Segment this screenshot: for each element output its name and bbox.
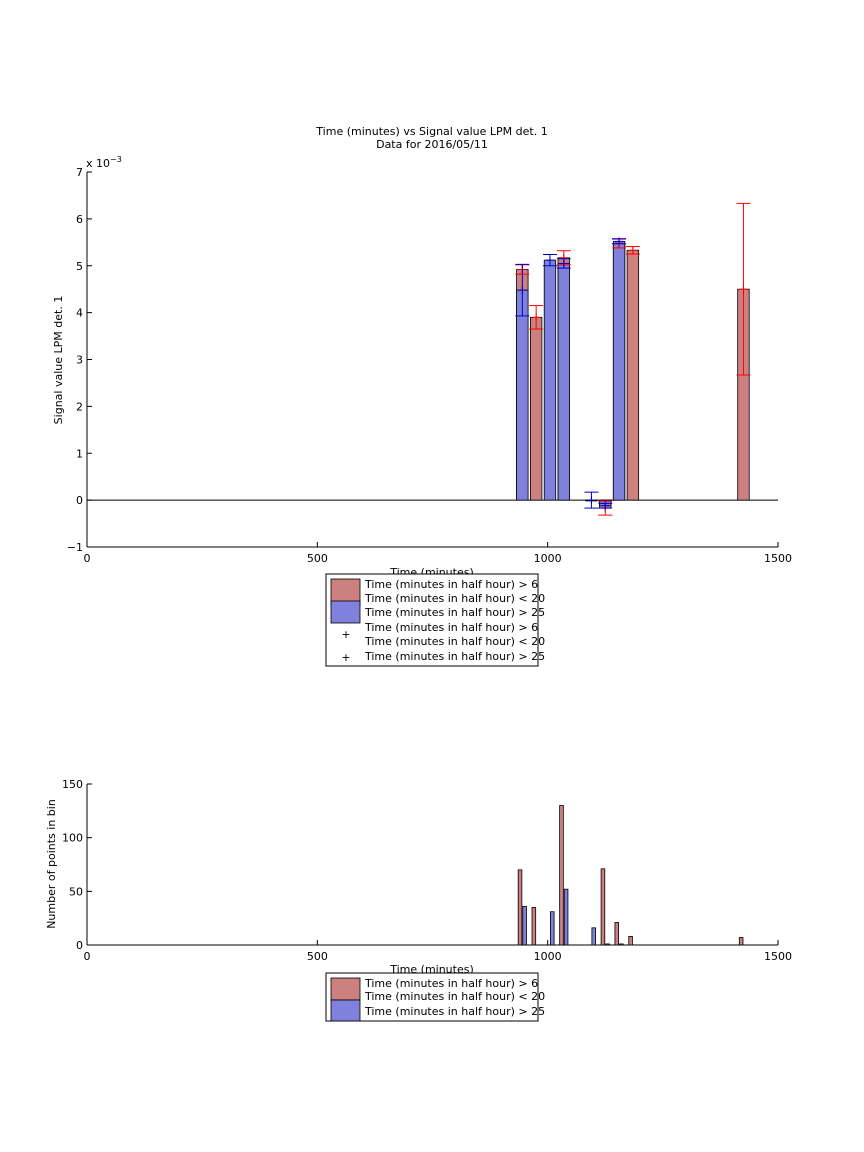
top-legend-red-label-line1: Time (minutes in half hour) > 6 [364, 578, 538, 591]
chart1-bar-red [517, 869, 523, 946]
chart0-y-tick-label: 5 [76, 260, 83, 273]
chart1-bar-red [738, 937, 744, 946]
top-y-axis-label: Signal value LPM det. 1 [52, 296, 65, 425]
chart0-bar-red [529, 316, 543, 501]
chart1-bar-red [614, 922, 620, 946]
chart0-y-tick-label: −1 [67, 541, 83, 554]
chart1-y-tick-label: 0 [76, 939, 83, 952]
chart1-bar-blue [550, 911, 555, 946]
chart0-bar-red [626, 249, 640, 501]
top-legend-red-label-line2: Time (minutes in half hour) < 20 [364, 592, 545, 605]
chart0-bar-blue [612, 240, 626, 501]
chart1-bar-red [559, 805, 564, 946]
chart1-y-tick-label: 150 [62, 778, 83, 791]
top-legend-red-marker: + [341, 628, 350, 641]
chart1-bar-red [628, 936, 633, 946]
chart-subtitle: Data for 2016/05/11 [376, 138, 488, 151]
chart0-y-tick-label: 3 [76, 354, 83, 367]
chart0-y-tick-label: 2 [76, 400, 83, 413]
chart0-y-tick-label: 0 [76, 494, 83, 507]
bottom-legend-red-label-line2: Time (minutes in half hour) < 20 [364, 990, 545, 1003]
chart0-y-tick-label: 4 [76, 307, 83, 320]
chart1-bar-blue [591, 927, 596, 946]
bottom-y-axis-label: Number of points in bin [45, 799, 58, 929]
chart1-y-tick-label: 100 [62, 832, 83, 845]
chart0-y-tick-label: 6 [76, 213, 83, 226]
chart1-x-tick-label: 1500 [764, 950, 792, 963]
bottom-plot-area: 0 500 1000 1500 0 50 100 150 [62, 778, 792, 963]
chart1-x-tick-label: 500 [307, 950, 328, 963]
chart0-x-tick-label: 1000 [534, 552, 562, 565]
bottom-legend-blue-swatch [330, 999, 361, 1022]
chart1-bar-red [600, 868, 606, 946]
chart0-y-tick-label: 7 [76, 166, 83, 179]
bottom-legend: Time (minutes in half hour) > 6 Time (mi… [325, 972, 545, 1022]
chart1-bar-blue [563, 888, 569, 946]
chart0-x-tick-label: 0 [84, 552, 91, 565]
chart0-bar-blue [516, 289, 529, 501]
bottom-legend-box [325, 972, 539, 1022]
top-legend-blue-marker-label: Time (minutes in half hour) > 25 [364, 650, 545, 663]
chart0-bar-blue [557, 263, 570, 501]
top-legend: Time (minutes in half hour) > 6 Time (mi… [325, 573, 545, 667]
top-legend-blue-label: Time (minutes in half hour) > 25 [364, 606, 545, 619]
chart1-bar-blue [522, 905, 527, 946]
chart1-x-tick-label: 1000 [534, 950, 562, 963]
y-exponent-base: x 10 [86, 157, 110, 170]
chart0-bar-blue [543, 259, 557, 501]
y-exponent-power: −3 [110, 155, 122, 164]
chart1-bar-blue [605, 943, 610, 946]
top-legend-red-marker-label-line2: Time (minutes in half hour) < 20 [364, 635, 545, 648]
top-legend-blue-marker: + [341, 651, 350, 664]
chart-title: Time (minutes) vs Signal value LPM det. … [315, 125, 547, 138]
chart1-bar-blue [619, 943, 624, 946]
top-legend-blue-swatch [330, 600, 361, 624]
bottom-legend-blue-label: Time (minutes in half hour) > 25 [364, 1005, 545, 1018]
chart0-x-tick-label: 1500 [764, 552, 792, 565]
chart0-x-tick-label: 500 [307, 552, 328, 565]
top-legend-box [325, 573, 539, 667]
chart1-bar-red [531, 907, 537, 946]
chart1-y-tick-label: 50 [69, 885, 83, 898]
bottom-legend-red-label-line1: Time (minutes in half hour) > 6 [364, 977, 538, 990]
chart1-x-tick-label: 0 [84, 950, 91, 963]
y-exponent-label: x 10−3 [86, 155, 122, 170]
bottom-legend-red-swatch [330, 977, 361, 1001]
top-legend-red-marker-label-line1: Time (minutes in half hour) > 6 [364, 621, 538, 634]
chart0-y-tick-label: 1 [76, 447, 83, 460]
